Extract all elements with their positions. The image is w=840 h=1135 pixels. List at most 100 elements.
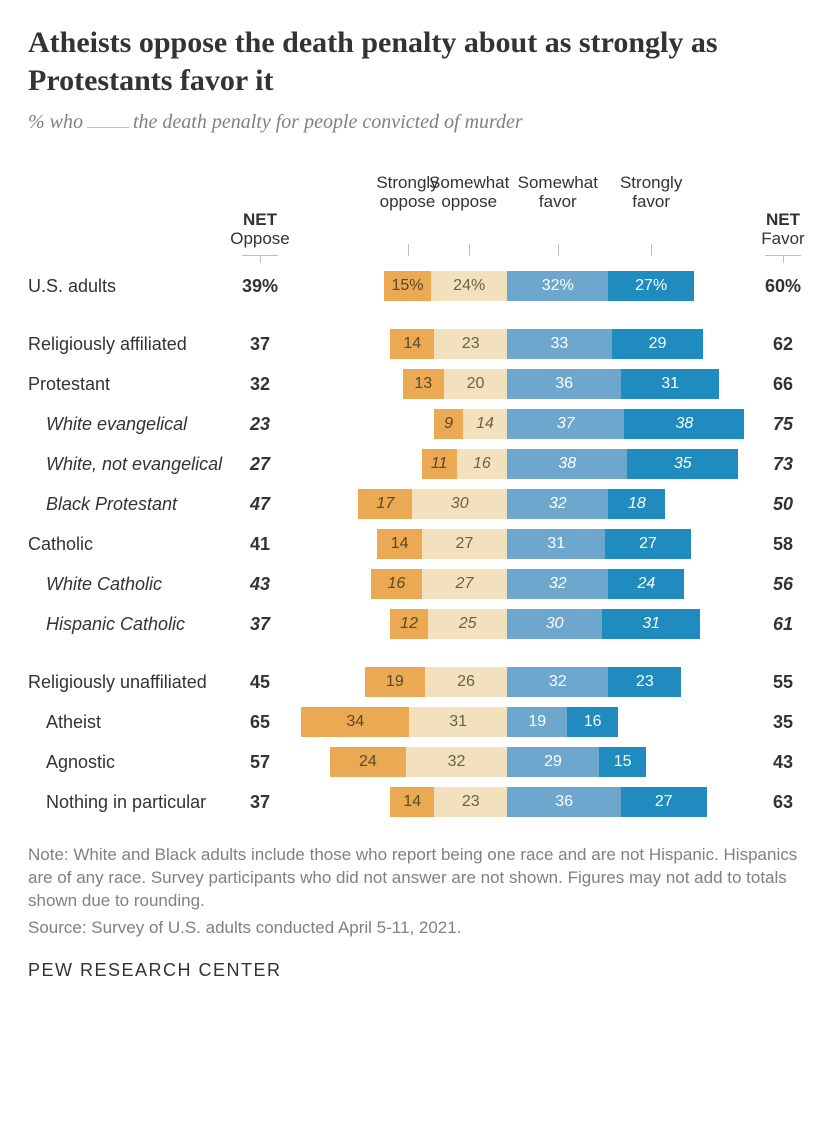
- bar-segment-so: 19: [365, 667, 425, 697]
- chart-row: Nothing in particular372314362763: [28, 782, 812, 822]
- bar-segment-wo: 16: [457, 449, 508, 479]
- chart-row: Catholic412714312758: [28, 524, 812, 564]
- net-favor-value: 35: [754, 712, 812, 733]
- bar-segment-sf: 27: [621, 787, 706, 817]
- net-favor-value: 66: [754, 374, 812, 395]
- bar-segment-sf: 31: [621, 369, 719, 399]
- bar-segment-so: 14: [377, 529, 421, 559]
- row-label: White Catholic: [28, 574, 228, 595]
- net-oppose-value: 32: [228, 374, 292, 395]
- row-label: Catholic: [28, 534, 228, 555]
- row-label: U.S. adults: [28, 276, 228, 297]
- net-favor-value: 43: [754, 752, 812, 773]
- bar-segment-wf: 32: [507, 569, 608, 599]
- category-header-sf: Stronglyfavor: [607, 174, 695, 211]
- chart-rows: U.S. adults39%24%15%32%27%60% Religiously…: [28, 266, 812, 822]
- chart-row: Religiously affiliated372314332962: [28, 324, 812, 364]
- bar-segment-wf: 31: [507, 529, 605, 559]
- bar-wrap: 30173218: [292, 489, 754, 519]
- net-favor-value: 61: [754, 614, 812, 635]
- net-oppose-value: 45: [228, 672, 292, 693]
- bar-segment-so: 13: [403, 369, 444, 399]
- bar-segment-so: 9: [434, 409, 462, 439]
- chart-row: White evangelical23149373875: [28, 404, 812, 444]
- row-label: Hispanic Catholic: [28, 614, 228, 635]
- net-favor-value: 60%: [754, 276, 812, 297]
- bar-segment-wo: 31: [409, 707, 507, 737]
- net-oppose-value: 23: [228, 414, 292, 435]
- bar-wrap: 27143127: [292, 529, 754, 559]
- bar-wrap: 24%15%32%27%: [292, 271, 754, 301]
- bar-segment-so: 16: [371, 569, 422, 599]
- net-favor-tick: [765, 255, 801, 256]
- row-label: Agnostic: [28, 752, 228, 773]
- bar-segment-so: 14: [390, 787, 434, 817]
- bar-segment-sf: 24: [608, 569, 684, 599]
- net-oppose-value: 47: [228, 494, 292, 515]
- bar-segment-sf: 27: [605, 529, 690, 559]
- chart-row: Hispanic Catholic372512303161: [28, 604, 812, 644]
- category-tick: [469, 244, 470, 256]
- bar-wrap: 32242915: [292, 747, 754, 777]
- net-favor-1: NET: [766, 210, 800, 229]
- net-oppose-header: NET Oppose: [228, 210, 292, 249]
- bar-segment-so: 17: [358, 489, 412, 519]
- bar-segment-wo: 20: [444, 369, 507, 399]
- column-header-row: NET Oppose StronglyopposeSomewhatopposeS…: [28, 160, 812, 256]
- net-favor-value: 63: [754, 792, 812, 813]
- bar-segment-wf: 38: [507, 449, 627, 479]
- category-header-wo: Somewhatoppose: [425, 174, 513, 211]
- bar-segment-so: 14: [390, 329, 434, 359]
- chart-row: White, not evangelical271611383573: [28, 444, 812, 484]
- net-oppose-1: NET: [243, 210, 277, 229]
- chart-row: Religiously unaffiliated452619322355: [28, 662, 812, 702]
- bar-segment-sf: 35: [627, 449, 738, 479]
- bar-segment-wf: 37: [507, 409, 624, 439]
- net-oppose-value: 43: [228, 574, 292, 595]
- chart-note: Note: White and Black adults include tho…: [28, 844, 812, 913]
- net-oppose-value: 39%: [228, 276, 292, 297]
- net-favor-value: 56: [754, 574, 812, 595]
- bar-segment-wo: 27: [422, 569, 507, 599]
- category-header-wf: Somewhatfavor: [514, 174, 602, 211]
- chart-row: Protestant32 2013 3631 66: [28, 364, 812, 404]
- bar-segment-sf: 15: [599, 747, 646, 777]
- row-label: Nothing in particular: [28, 792, 228, 813]
- bar-segment-sf: 38: [624, 409, 744, 439]
- bar-segment-wo: 25: [428, 609, 507, 639]
- row-label: Protestant: [28, 374, 228, 395]
- bar-segment-so: 12: [390, 609, 428, 639]
- bar-segment-wo: 24%: [431, 271, 507, 301]
- bar-segment-wo: 26: [425, 667, 507, 697]
- net-favor-value: 55: [754, 672, 812, 693]
- bar-segment-wf: 29: [507, 747, 599, 777]
- bar-wrap: 23143627: [292, 787, 754, 817]
- bar-segment-so: 34: [301, 707, 409, 737]
- category-tick: [558, 244, 559, 256]
- net-oppose-value: 37: [228, 792, 292, 813]
- bar-segment-wf: 32: [507, 489, 608, 519]
- net-oppose-tick: [242, 255, 278, 256]
- net-oppose-value: 57: [228, 752, 292, 773]
- net-favor-value: 75: [754, 414, 812, 435]
- net-oppose-value: 37: [228, 334, 292, 355]
- bar-segment-wo: 30: [412, 489, 507, 519]
- bar-segment-wf: 36: [507, 369, 621, 399]
- brand-attribution: PEW RESEARCH CENTER: [28, 960, 812, 981]
- bar-segment-wf: 19: [507, 707, 567, 737]
- subtitle-pre: % who: [28, 111, 83, 133]
- net-oppose-value: 37: [228, 614, 292, 635]
- category-tick: [651, 244, 652, 256]
- bar-segment-sf: 29: [612, 329, 704, 359]
- bar-wrap: 23143329: [292, 329, 754, 359]
- net-oppose-value: 27: [228, 454, 292, 475]
- bar-segment-wf: 30: [507, 609, 602, 639]
- bar-segment-wf: 32: [507, 667, 608, 697]
- row-label: Religiously unaffiliated: [28, 672, 228, 693]
- net-favor-header: NET Favor: [754, 210, 812, 249]
- chart-subtitle: % who the death penalty for people convic…: [28, 111, 812, 134]
- net-oppose-2: Oppose: [230, 229, 290, 248]
- subtitle-post: the death penalty for people convicted o…: [133, 111, 523, 133]
- chart-row: U.S. adults39%24%15%32%27%60%: [28, 266, 812, 306]
- category-tick: [408, 244, 409, 256]
